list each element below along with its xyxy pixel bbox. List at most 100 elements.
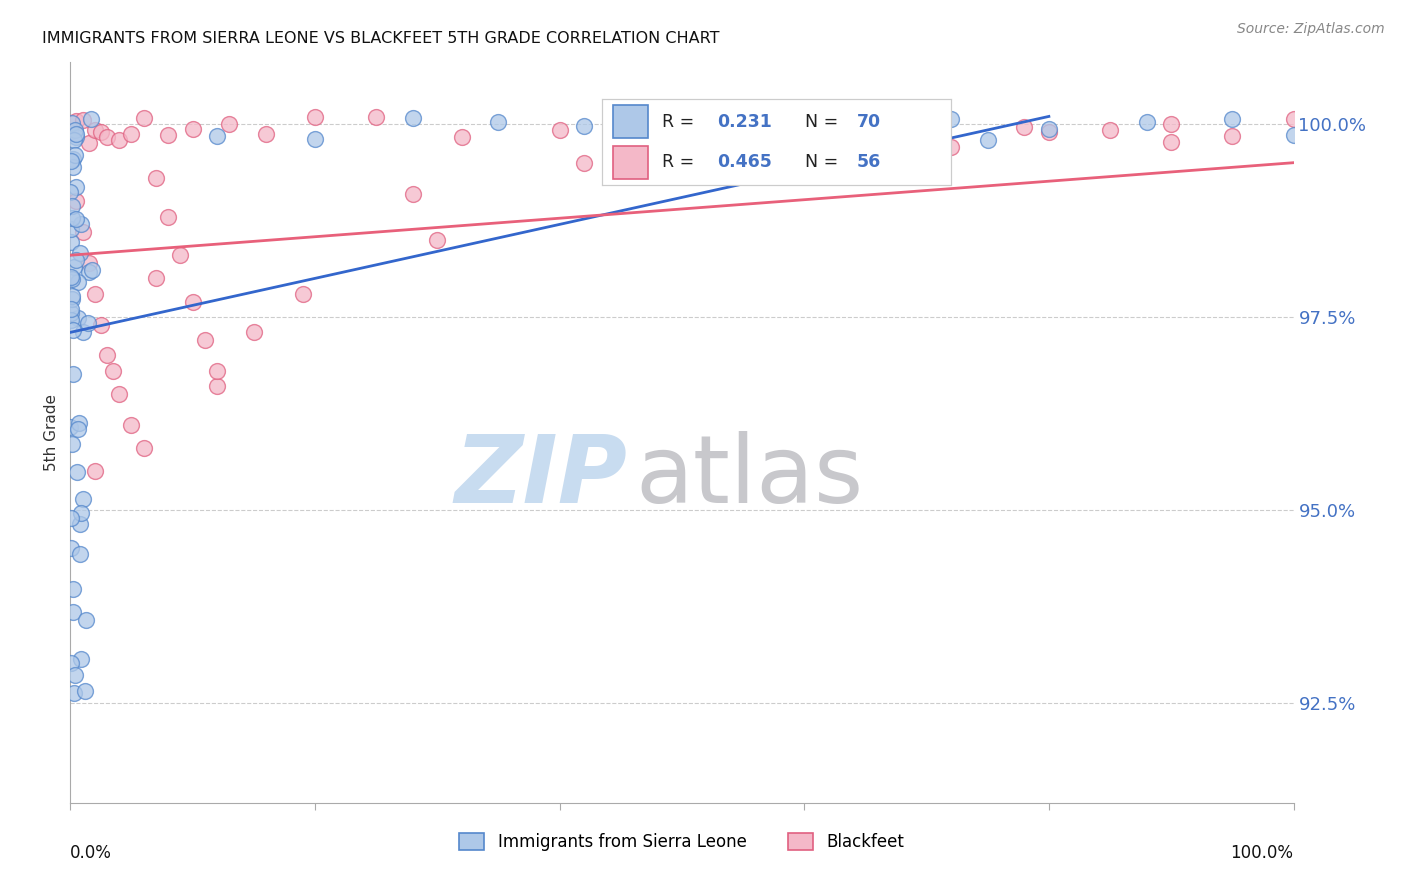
- Text: IMMIGRANTS FROM SIERRA LEONE VS BLACKFEET 5TH GRADE CORRELATION CHART: IMMIGRANTS FROM SIERRA LEONE VS BLACKFEE…: [42, 31, 720, 46]
- Point: [366, 111, 388, 125]
- Point: [67, 311, 90, 326]
- Point: [60, 306, 83, 320]
- Point: [1099, 123, 1122, 137]
- Point: [60, 437, 83, 451]
- Point: [60, 292, 83, 306]
- Point: [1282, 112, 1305, 126]
- Point: [1160, 117, 1182, 131]
- Point: [1038, 125, 1060, 139]
- Point: [132, 111, 155, 125]
- Point: [1282, 128, 1305, 142]
- Point: [60, 199, 83, 213]
- Point: [205, 364, 228, 378]
- Point: [65, 129, 87, 144]
- Point: [96, 349, 118, 363]
- Point: [77, 256, 100, 270]
- Point: [90, 318, 112, 332]
- Point: [132, 441, 155, 455]
- Point: [65, 194, 87, 209]
- Point: [63, 260, 86, 275]
- Point: [450, 129, 472, 144]
- Point: [67, 416, 90, 430]
- Point: [793, 130, 815, 145]
- Point: [60, 272, 83, 286]
- Point: [69, 547, 91, 561]
- Point: [1136, 114, 1159, 128]
- Point: [121, 417, 143, 432]
- Point: [548, 123, 571, 137]
- Point: [70, 506, 93, 520]
- Point: [65, 114, 87, 128]
- Point: [939, 140, 962, 154]
- Point: [65, 253, 87, 268]
- Point: [77, 136, 100, 151]
- Point: [62, 160, 84, 174]
- Point: [1220, 128, 1243, 143]
- Point: [426, 233, 449, 247]
- Point: [72, 225, 94, 239]
- Y-axis label: 5th Grade: 5th Grade: [44, 394, 59, 471]
- Point: [62, 133, 84, 147]
- Point: [254, 127, 277, 141]
- Point: [304, 110, 326, 124]
- Point: [817, 128, 839, 143]
- Point: [695, 148, 717, 162]
- Point: [69, 246, 91, 260]
- Point: [83, 464, 105, 478]
- Point: [62, 367, 84, 381]
- Point: [402, 186, 425, 201]
- Point: [66, 422, 89, 436]
- Point: [62, 605, 84, 619]
- Point: [72, 113, 94, 128]
- Point: [915, 136, 938, 150]
- Point: [157, 128, 180, 142]
- Point: [769, 132, 792, 146]
- Point: [70, 652, 93, 666]
- Point: [62, 582, 84, 596]
- Point: [66, 275, 89, 289]
- Point: [72, 492, 94, 507]
- Legend: Immigrants from Sierra Leone, Blackfeet: Immigrants from Sierra Leone, Blackfeet: [453, 826, 911, 857]
- Point: [402, 112, 425, 126]
- Point: [60, 235, 83, 249]
- Point: [1038, 121, 1060, 136]
- Point: [205, 379, 228, 393]
- Point: [69, 516, 91, 531]
- Point: [181, 294, 204, 309]
- Point: [205, 128, 228, 143]
- Point: [59, 541, 82, 555]
- Point: [976, 133, 998, 147]
- Point: [671, 112, 693, 127]
- Point: [63, 667, 86, 681]
- Point: [855, 131, 877, 145]
- Point: [77, 317, 100, 331]
- Text: 0.0%: 0.0%: [70, 844, 112, 862]
- Point: [63, 123, 86, 137]
- Point: [1014, 120, 1036, 134]
- Point: [60, 211, 83, 225]
- Point: [83, 122, 105, 136]
- Point: [769, 114, 792, 128]
- Point: [59, 270, 82, 285]
- Point: [59, 125, 82, 139]
- Point: [80, 112, 103, 127]
- Point: [1220, 112, 1243, 127]
- Point: [60, 301, 83, 316]
- Point: [60, 116, 83, 130]
- Text: ZIP: ZIP: [454, 431, 627, 523]
- Text: 100.0%: 100.0%: [1230, 844, 1294, 862]
- Point: [60, 313, 83, 327]
- Point: [121, 128, 143, 142]
- Point: [83, 286, 105, 301]
- Point: [1160, 135, 1182, 149]
- Point: [101, 364, 124, 378]
- Point: [671, 128, 693, 143]
- Point: [75, 613, 97, 627]
- Point: [572, 155, 595, 169]
- Point: [488, 114, 510, 128]
- Point: [77, 265, 100, 279]
- Point: [65, 211, 87, 226]
- Point: [73, 684, 96, 698]
- Point: [62, 686, 84, 700]
- Text: Source: ZipAtlas.com: Source: ZipAtlas.com: [1237, 22, 1385, 37]
